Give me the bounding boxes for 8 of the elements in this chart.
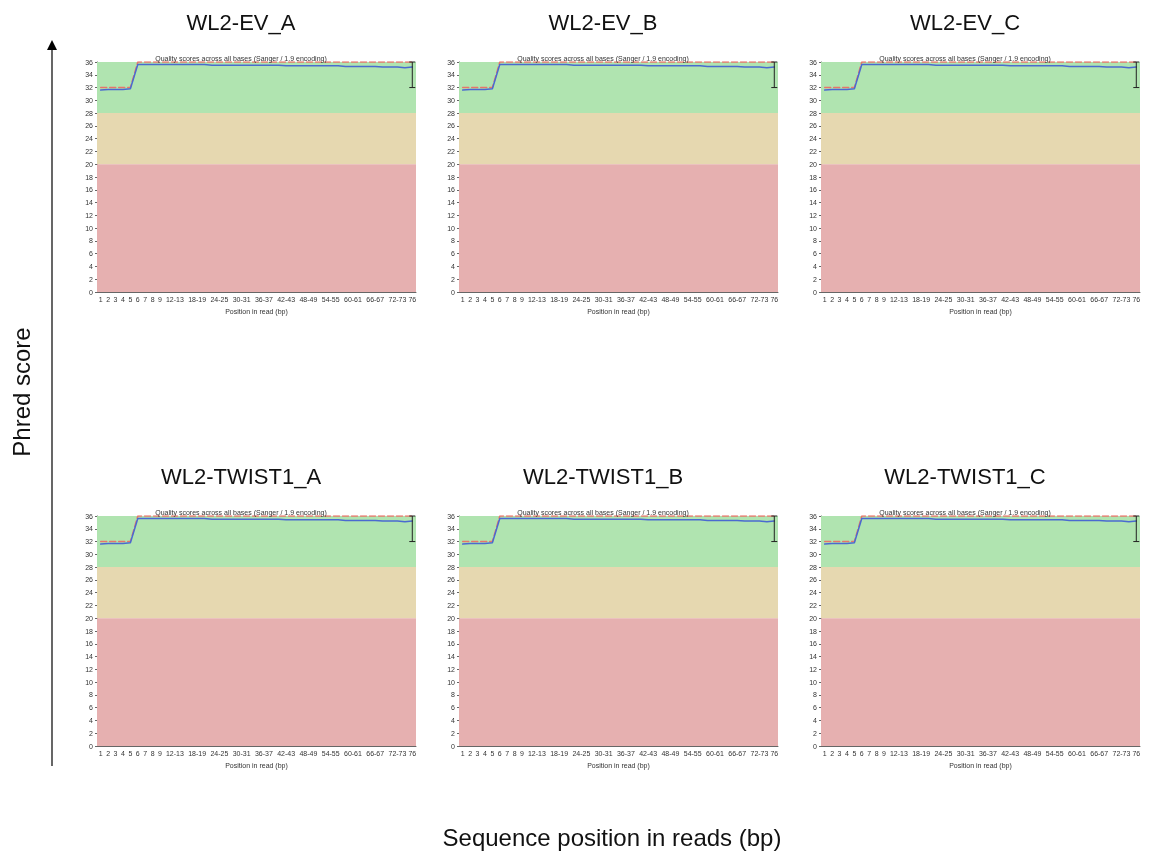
chart-title: WL2-EV_C	[909, 9, 1021, 35]
chart-title: WL2-TWIST1_C	[884, 463, 1046, 489]
text: Sequence position in reads (bp)	[442, 824, 782, 852]
chart-title: WL2-EV_A	[186, 9, 296, 35]
chart-title: WL2-EV_B	[548, 9, 658, 35]
chart-title: WL2-TWIST1_A	[160, 463, 322, 489]
chart-title: WL2-TWIST1_B	[522, 463, 684, 489]
text: Phred score	[8, 327, 36, 457]
